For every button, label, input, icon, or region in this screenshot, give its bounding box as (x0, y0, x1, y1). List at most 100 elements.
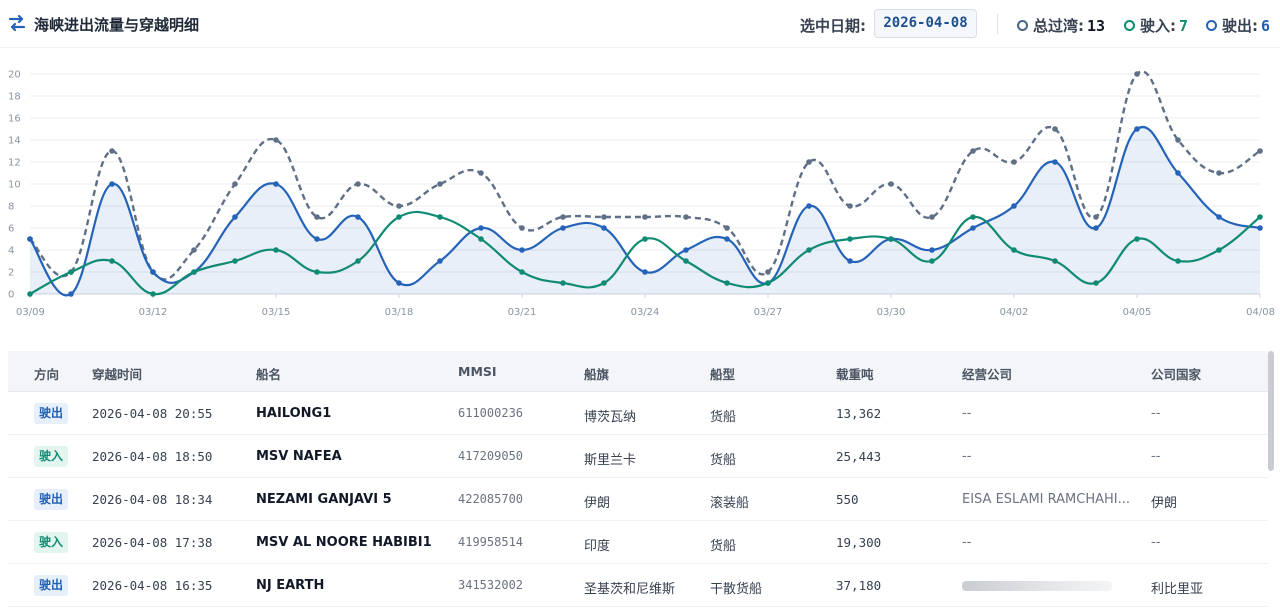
data-point[interactable] (683, 247, 689, 253)
data-point[interactable] (929, 258, 935, 264)
data-point[interactable] (847, 203, 853, 209)
table-row[interactable]: 驶入 2026-04-08 18:50 MSV NAFEA 417209050 … (8, 435, 1268, 478)
table-row[interactable]: 驶出 2026-04-08 18:34 NEZAMI GANJAVI 5 422… (8, 478, 1268, 521)
data-point[interactable] (1011, 159, 1017, 165)
th-direction[interactable]: 方向 (34, 367, 60, 382)
data-point[interactable] (27, 291, 33, 297)
data-point[interactable] (1216, 170, 1222, 176)
data-point[interactable] (355, 214, 361, 220)
data-point[interactable] (724, 280, 730, 286)
th-country[interactable]: 公司国家 (1151, 367, 1202, 382)
data-point[interactable] (1175, 170, 1181, 176)
data-point[interactable] (396, 203, 402, 209)
date-picker[interactable]: 2026-04-08 (874, 9, 977, 38)
data-point[interactable] (1093, 214, 1099, 220)
data-point[interactable] (437, 258, 443, 264)
data-point[interactable] (888, 181, 894, 187)
vertical-scrollbar[interactable] (1268, 351, 1274, 471)
data-point[interactable] (683, 258, 689, 264)
data-point[interactable] (1052, 159, 1058, 165)
data-point[interactable] (1134, 71, 1140, 77)
th-type[interactable]: 船型 (710, 367, 736, 382)
data-point[interactable] (929, 214, 935, 220)
data-point[interactable] (724, 225, 730, 231)
data-point[interactable] (314, 214, 320, 220)
data-point[interactable] (519, 225, 525, 231)
data-point[interactable] (642, 214, 648, 220)
data-point[interactable] (396, 280, 402, 286)
data-point[interactable] (314, 236, 320, 242)
data-point[interactable] (1216, 214, 1222, 220)
data-point[interactable] (314, 269, 320, 275)
data-point[interactable] (601, 225, 607, 231)
th-company[interactable]: 经营公司 (962, 367, 1013, 382)
data-point[interactable] (109, 258, 115, 264)
data-point[interactable] (68, 269, 74, 275)
data-point[interactable] (273, 137, 279, 143)
data-point[interactable] (478, 170, 484, 176)
data-point[interactable] (1257, 148, 1263, 154)
data-point[interactable] (396, 214, 402, 220)
data-point[interactable] (560, 225, 566, 231)
table-row[interactable]: 驶入 2026-04-08 17:38 MSV AL NOORE HABIBI1… (8, 521, 1268, 564)
data-point[interactable] (1134, 236, 1140, 242)
data-point[interactable] (888, 236, 894, 242)
data-point[interactable] (109, 181, 115, 187)
data-point[interactable] (1134, 126, 1140, 132)
data-point[interactable] (847, 258, 853, 264)
data-point[interactable] (765, 269, 771, 275)
data-point[interactable] (109, 148, 115, 154)
data-point[interactable] (970, 148, 976, 154)
data-point[interactable] (560, 214, 566, 220)
data-point[interactable] (847, 236, 853, 242)
data-point[interactable] (1257, 225, 1263, 231)
data-point[interactable] (27, 236, 33, 242)
data-point[interactable] (191, 247, 197, 253)
data-point[interactable] (929, 247, 935, 253)
table-row[interactable]: 驶出 2026-04-08 16:35 NJ EARTH 341532002 圣… (8, 564, 1268, 607)
data-point[interactable] (519, 269, 525, 275)
data-point[interactable] (970, 214, 976, 220)
data-point[interactable] (150, 291, 156, 297)
data-point[interactable] (478, 225, 484, 231)
data-point[interactable] (970, 225, 976, 231)
data-point[interactable] (601, 214, 607, 220)
data-point[interactable] (1011, 247, 1017, 253)
th-mmsi[interactable]: MMSI (458, 364, 497, 379)
data-point[interactable] (191, 269, 197, 275)
data-point[interactable] (232, 258, 238, 264)
chart-points[interactable] (27, 71, 1263, 297)
data-point[interactable] (437, 214, 443, 220)
data-point[interactable] (355, 258, 361, 264)
table-row[interactable]: 驶出 2026-04-08 20:55 HAILONG1 611000236 博… (8, 392, 1268, 435)
data-point[interactable] (232, 181, 238, 187)
data-point[interactable] (150, 269, 156, 275)
th-time[interactable]: 穿越时间 (92, 367, 143, 382)
data-point[interactable] (560, 280, 566, 286)
data-point[interactable] (1011, 203, 1017, 209)
data-point[interactable] (765, 280, 771, 286)
data-point[interactable] (642, 269, 648, 275)
data-point[interactable] (806, 159, 812, 165)
data-point[interactable] (1052, 126, 1058, 132)
data-point[interactable] (1093, 225, 1099, 231)
data-point[interactable] (724, 236, 730, 242)
data-point[interactable] (273, 247, 279, 253)
data-point[interactable] (1175, 258, 1181, 264)
data-point[interactable] (478, 236, 484, 242)
th-ship[interactable]: 船名 (256, 367, 282, 382)
th-dwt[interactable]: 载重吨 (836, 367, 874, 382)
data-point[interactable] (1257, 214, 1263, 220)
data-point[interactable] (355, 181, 361, 187)
data-point[interactable] (806, 247, 812, 253)
data-point[interactable] (437, 181, 443, 187)
data-point[interactable] (1093, 280, 1099, 286)
data-point[interactable] (1216, 247, 1222, 253)
data-point[interactable] (1052, 258, 1058, 264)
data-point[interactable] (1175, 137, 1181, 143)
data-point[interactable] (601, 280, 607, 286)
data-point[interactable] (642, 236, 648, 242)
th-flag[interactable]: 船旗 (584, 367, 610, 382)
data-point[interactable] (273, 181, 279, 187)
data-point[interactable] (806, 203, 812, 209)
